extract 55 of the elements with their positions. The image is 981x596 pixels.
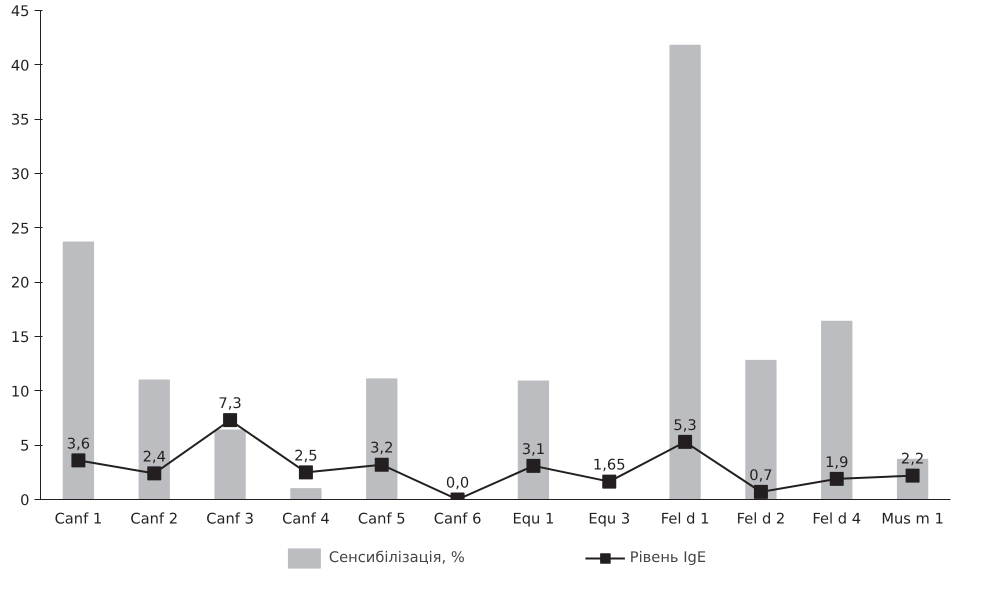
bar [366,378,398,500]
x-tick-label: Fel d 2 [736,510,786,528]
point [298,465,313,480]
y-tick-label: 10 [10,383,30,400]
x-tick-label: Canf 4 [282,510,330,528]
data-label: 0,7 [749,466,773,484]
data-label: 3,6 [66,435,90,452]
y-tick-label: 30 [10,166,30,183]
x-tick-label: Canf 3 [206,510,254,528]
point [147,466,162,480]
bar [669,44,701,500]
point [830,472,844,486]
data-label: 7,3 [218,395,242,412]
point [71,453,86,468]
data-label: 2,2 [900,450,924,468]
x-tick-label: Canf 6 [434,510,482,528]
y-tick-label: 0 [20,492,30,509]
y-tick-label: 5 [20,438,30,455]
point [374,458,389,472]
y-tick-label: 40 [10,57,30,74]
x-tick-label: Canf 1 [54,510,102,528]
data-label: 5,3 [673,416,697,434]
y-tick-label: 25 [10,220,30,238]
data-label: 1,65 [592,456,626,474]
x-tick-label: Mus m 1 [881,510,944,528]
data-label: 1,9 [825,454,848,471]
data-label: 3,1 [522,440,546,458]
point [602,474,616,489]
data-label: 3,2 [370,440,394,457]
bar [138,379,170,500]
y-tick-label: 35 [10,112,30,129]
x-tick-label: Canf 2 [130,510,178,528]
x-tick-label: Canf 5 [358,510,406,528]
x-tick-label: Equ 3 [588,510,630,528]
bar [62,241,94,500]
x-tick-label: Fel d 1 [660,510,710,528]
legend-label: Сенсибілізація, % [328,549,465,566]
data-label: 2,4 [142,448,166,466]
bar [214,429,246,500]
bar [518,380,550,500]
bar [290,488,322,500]
point [678,434,692,449]
x-tick-label: Fel d 4 [812,510,862,528]
point [526,458,540,473]
y-tick-label: 20 [10,274,30,292]
data-label: 0,0 [446,474,470,492]
data-label: 2,5 [294,447,318,464]
bar [745,360,777,500]
y-tick-label: 15 [10,329,30,346]
y-tick-label: 45 [10,3,30,20]
legend-label: Рівень IgE [630,549,706,566]
bar [821,320,852,500]
x-tick-label: Equ 1 [512,510,554,528]
point [754,484,768,499]
point [223,413,238,428]
